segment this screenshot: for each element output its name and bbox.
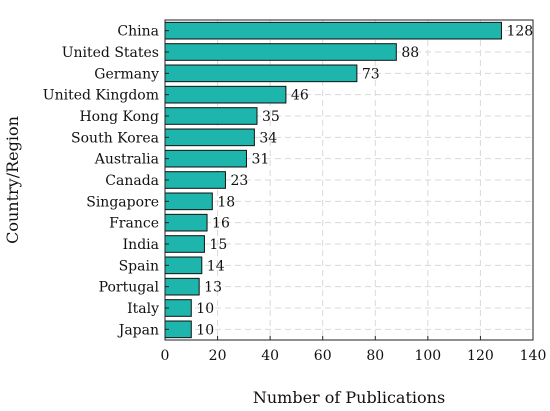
data-label: 10	[196, 301, 214, 317]
data-label: 128	[506, 24, 533, 40]
bars	[164, 21, 502, 339]
plot-frame	[164, 19, 534, 341]
category-label: Germany	[94, 66, 159, 82]
x-tick-label: 40	[261, 348, 279, 364]
category-label: South Korea	[71, 130, 159, 146]
bar	[164, 235, 205, 253]
category-label: China	[117, 24, 159, 40]
data-label: 88	[401, 45, 419, 61]
data-label: 16	[212, 216, 230, 232]
data-label: 15	[209, 237, 227, 253]
bar	[164, 213, 208, 232]
x-tick-label: 80	[366, 348, 384, 364]
x-ticks: 0 20 40 60 80 100 120 140	[161, 336, 547, 364]
bar	[164, 64, 358, 83]
x-tick-label: 120	[467, 348, 494, 364]
category-label: Australia	[94, 152, 159, 168]
data-label: 13	[204, 280, 222, 296]
category-label: Hong Kong	[79, 109, 159, 125]
data-label: 18	[217, 194, 235, 210]
data-label: 34	[259, 130, 277, 146]
bar	[164, 192, 213, 211]
bar	[164, 256, 203, 275]
bar	[164, 21, 502, 40]
category-label: Singapore	[86, 194, 159, 210]
category-label: Spain	[119, 258, 159, 274]
category-label: Italy	[127, 301, 159, 317]
category-label: India	[123, 237, 159, 253]
x-axis-title: Number of Publications	[253, 388, 445, 407]
data-label: 14	[207, 258, 225, 274]
x-tick-label: 60	[314, 348, 332, 364]
bar	[164, 149, 247, 168]
category-label: Canada	[105, 173, 159, 189]
bar	[164, 128, 255, 147]
y-axis-title: Country/Region	[3, 116, 22, 244]
category-label: United Kingdom	[43, 88, 159, 104]
data-label: 31	[251, 152, 269, 168]
category-label: France	[109, 216, 159, 232]
bar	[164, 277, 200, 296]
data-label: 23	[230, 173, 248, 189]
bar	[164, 107, 258, 125]
category-label: Portugal	[99, 280, 160, 296]
category-label: Japan	[117, 322, 159, 338]
data-label: 46	[291, 88, 309, 104]
bar	[164, 85, 287, 104]
x-tick-label: 0	[161, 348, 170, 364]
category-label: United States	[62, 45, 159, 61]
category-labels: China United States Germany United Kingdom H…	[43, 24, 169, 338]
data-label: 73	[362, 66, 380, 82]
bar	[164, 43, 397, 61]
x-tick-label: 100	[414, 348, 441, 364]
x-tick-label: 140	[520, 348, 547, 364]
x-tick-label: 20	[209, 348, 227, 364]
data-label: 10	[196, 322, 214, 338]
bar	[164, 171, 226, 189]
data-label: 35	[262, 109, 280, 125]
